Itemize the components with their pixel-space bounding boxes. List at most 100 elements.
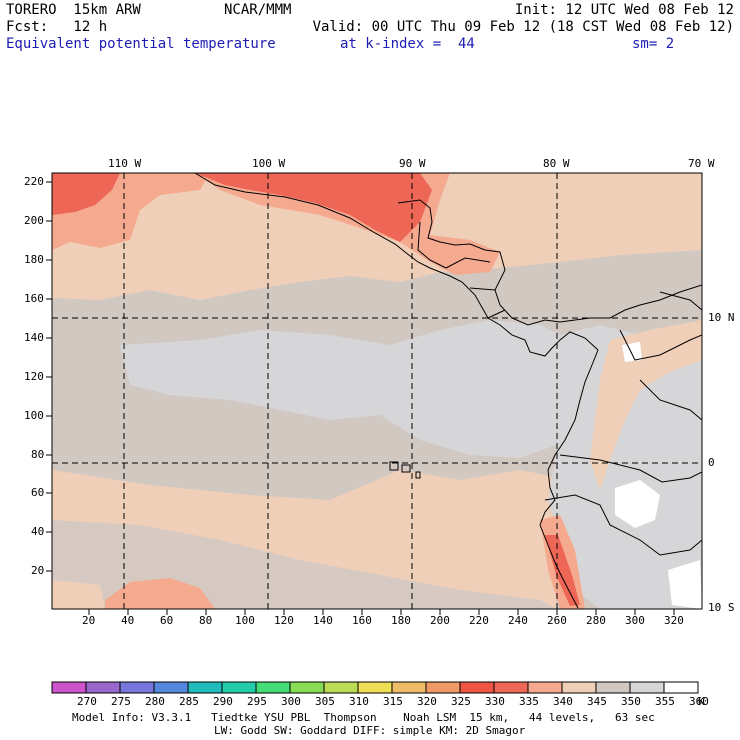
colorbar-label-290: 290 xyxy=(213,695,233,708)
colorbar-swatch-16 xyxy=(595,681,631,694)
colorbar-label-315: 315 xyxy=(383,695,403,708)
coastline-galapagos xyxy=(389,461,421,479)
header-center: NCAR/MMM xyxy=(224,2,292,18)
graticule xyxy=(52,173,702,609)
colorbar-swatch-6 xyxy=(255,681,291,694)
border-colombia-ecuador xyxy=(559,454,702,483)
lon-label-90w: 90 W xyxy=(399,157,426,170)
x-tick-200: 200 xyxy=(430,614,450,627)
field-land-southamerica xyxy=(548,325,702,609)
field-red-gulf xyxy=(335,173,380,185)
colorbar-label-275: 275 xyxy=(111,695,131,708)
lat-label-10n: 10 N xyxy=(708,311,735,324)
colorbar-swatch-8 xyxy=(323,681,359,694)
lat-label-10s: 10 S xyxy=(708,601,735,614)
border-brazil xyxy=(639,379,702,421)
colorbar-swatch-17 xyxy=(629,681,665,694)
field-red-peru xyxy=(545,535,580,606)
colorbar-label-355: 355 xyxy=(655,695,675,708)
colorbar-label-335: 335 xyxy=(519,695,539,708)
x-tick-60: 60 xyxy=(160,614,174,627)
border-guatemala xyxy=(417,221,447,269)
lon-label-100w: 100 W xyxy=(252,157,286,170)
field-salmon-south xyxy=(105,578,215,609)
coastline-yucatan xyxy=(397,199,702,326)
colorbar-label-340: 340 xyxy=(553,695,573,708)
y-tick-100: 100 xyxy=(24,409,44,422)
colorbar-swatch-7 xyxy=(289,681,325,694)
coastline-mexico xyxy=(194,173,599,357)
colorbar-label-305: 305 xyxy=(315,695,335,708)
lon-label-80w: 80 W xyxy=(543,157,570,170)
header-init: Init: 12 UTC Wed 08 Feb 12 xyxy=(514,2,734,18)
colorbar-label-280: 280 xyxy=(145,695,165,708)
field-peach-andes xyxy=(590,320,702,490)
field-peach-southwest xyxy=(52,580,105,609)
border-honduras xyxy=(445,257,491,269)
tick-marks xyxy=(46,181,675,615)
colorbar-swatch-14 xyxy=(527,681,563,694)
lon-label-110w: 110 W xyxy=(108,157,142,170)
colorbar-swatch-12 xyxy=(459,681,495,694)
colorbar-swatch-9 xyxy=(357,681,393,694)
field-red-coast xyxy=(52,173,120,215)
temperature-field xyxy=(52,173,702,609)
footer-model-info: Model Info: V3.3.1 Tiedtke YSU PBL Thomp… xyxy=(72,711,655,724)
colorbar-swatch-18 xyxy=(663,681,699,694)
x-tick-100: 100 xyxy=(235,614,255,627)
colorbar-label-310: 310 xyxy=(349,695,369,708)
colorbar xyxy=(51,681,699,694)
header-level: at k-index = 44 xyxy=(340,36,475,52)
y-tick-80: 80 xyxy=(31,448,45,461)
x-tick-140: 140 xyxy=(313,614,333,627)
colorbar-label-325: 325 xyxy=(451,695,471,708)
field-white-andes xyxy=(615,480,660,528)
footer-physics: LW: Godd SW: Goddard DIFF: simple KM: 2D… xyxy=(214,724,526,737)
colorbar-label-345: 345 xyxy=(587,695,607,708)
colorbar-unit: K xyxy=(698,695,705,708)
plot-frame xyxy=(51,172,703,610)
y-tick-160: 160 xyxy=(24,292,44,305)
x-tick-220: 220 xyxy=(469,614,489,627)
colorbar-swatch-0 xyxy=(51,681,87,694)
coastlines xyxy=(194,173,702,609)
colorbar-label-285: 285 xyxy=(179,695,199,708)
field-white-north xyxy=(622,342,642,362)
colorbar-swatch-13 xyxy=(493,681,529,694)
colorbar-label-320: 320 xyxy=(417,695,437,708)
header-field: Equivalent potential temperature xyxy=(6,36,276,52)
colorbar-swatch-1 xyxy=(85,681,121,694)
colorbar-label-270: 270 xyxy=(77,695,97,708)
y-tick-60: 60 xyxy=(31,486,45,499)
lat-label-0: 0 xyxy=(708,456,715,469)
field-white-south xyxy=(668,560,702,609)
border-nicaragua xyxy=(469,287,496,291)
colorbar-label-300: 300 xyxy=(281,695,301,708)
colorbar-label-330: 330 xyxy=(485,695,505,708)
x-tick-180: 180 xyxy=(391,614,411,627)
x-tick-40: 40 xyxy=(121,614,135,627)
colorbar-swatch-10 xyxy=(391,681,427,694)
border-costarica xyxy=(487,309,506,319)
header-valid: Valid: 00 UTC Thu 09 Feb 12 (18 CST Wed … xyxy=(312,19,734,35)
colorbar-swatch-3 xyxy=(153,681,189,694)
x-tick-260: 260 xyxy=(547,614,567,627)
y-tick-220: 220 xyxy=(24,175,44,188)
x-tick-20: 20 xyxy=(82,614,96,627)
x-tick-80: 80 xyxy=(199,614,213,627)
x-tick-300: 300 xyxy=(625,614,645,627)
colorbar-label-350: 350 xyxy=(621,695,641,708)
header-fcst: Fcst: 12 h xyxy=(6,19,108,35)
field-red-mexico xyxy=(195,173,432,242)
x-tick-160: 160 xyxy=(352,614,372,627)
border-ecuador-peru xyxy=(544,494,702,556)
colorbar-label-360: 360 xyxy=(689,695,709,708)
field-light-center xyxy=(120,320,585,458)
colorbar-swatch-4 xyxy=(187,681,223,694)
y-tick-20: 20 xyxy=(31,564,45,577)
x-tick-280: 280 xyxy=(586,614,606,627)
border-venezuela xyxy=(619,329,702,361)
y-tick-140: 140 xyxy=(24,331,44,344)
header-model: TORERO 15km ARW xyxy=(6,2,141,18)
